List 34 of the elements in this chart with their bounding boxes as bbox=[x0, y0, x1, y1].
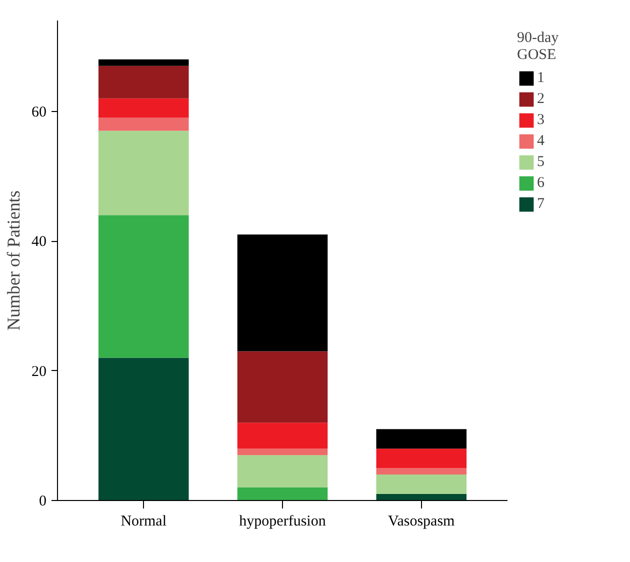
bar bbox=[376, 494, 467, 500]
x-tick-label: Vasospasm bbox=[388, 514, 456, 530]
y-tick-label: 40 bbox=[32, 234, 46, 250]
legend-label: 1 bbox=[537, 70, 546, 86]
legend-label: 4 bbox=[537, 132, 546, 150]
bar bbox=[98, 59, 189, 66]
legend-label: 7 bbox=[537, 196, 546, 212]
bar bbox=[376, 448, 467, 468]
x-tick-label: hypoperfusion bbox=[239, 514, 326, 530]
y-tick-label: 60 bbox=[32, 104, 46, 120]
bar bbox=[237, 422, 328, 449]
bar bbox=[98, 215, 189, 358]
legend-label: 3 bbox=[537, 112, 546, 128]
bar bbox=[98, 358, 189, 500]
bar bbox=[376, 468, 467, 475]
y-tick-label: 20 bbox=[32, 364, 46, 380]
bar bbox=[237, 448, 328, 456]
x-tick-label: Normal bbox=[120, 514, 167, 530]
bar bbox=[98, 66, 189, 98]
bar bbox=[98, 98, 189, 118]
bar bbox=[376, 429, 467, 449]
bar bbox=[237, 234, 328, 352]
y-axis-title: Number of Patients bbox=[4, 190, 24, 330]
legend-label: 2 bbox=[537, 90, 546, 108]
bar bbox=[376, 474, 467, 494]
y-tick-label: 0 bbox=[39, 494, 46, 510]
bar bbox=[98, 130, 189, 216]
legend-label: 6 bbox=[537, 174, 546, 192]
bar bbox=[237, 488, 328, 500]
legend-title: 90-day GOSE bbox=[517, 30, 559, 64]
bar bbox=[98, 118, 189, 131]
bar bbox=[237, 351, 328, 423]
bar bbox=[237, 455, 328, 488]
legend-label: 5 bbox=[537, 154, 546, 170]
